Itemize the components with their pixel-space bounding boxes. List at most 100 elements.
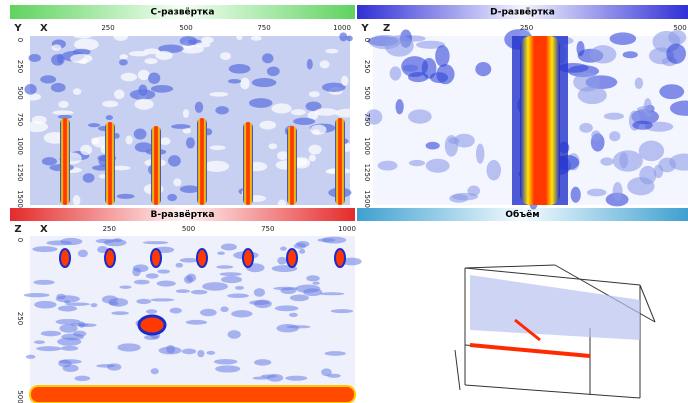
y-tick-label: 750 (16, 113, 24, 126)
texture (58, 101, 68, 108)
x-axis-label: X (40, 23, 48, 34)
texture (217, 251, 225, 254)
texture (260, 121, 277, 130)
texture (63, 364, 79, 372)
texture (74, 39, 99, 51)
texture (133, 264, 149, 272)
texture (60, 238, 82, 245)
back-wall (30, 386, 355, 403)
texture (96, 239, 115, 243)
texture (277, 151, 289, 160)
texture (268, 143, 277, 149)
texture (186, 137, 195, 148)
texture (70, 54, 92, 63)
texture (170, 308, 182, 314)
texture (113, 238, 122, 242)
texture (600, 157, 613, 165)
texture (102, 295, 118, 303)
texture (390, 66, 402, 80)
texture (409, 160, 425, 166)
texture (307, 59, 313, 70)
screen: C-развёрткаX2505007501000Y02505007501000… (0, 0, 688, 403)
texture (130, 89, 156, 100)
texture (102, 101, 118, 108)
texture (609, 131, 620, 141)
texture (320, 292, 345, 295)
y-tick-label: 500 (363, 86, 371, 99)
defect-spot (151, 249, 161, 267)
texture (148, 73, 160, 84)
texture (146, 309, 157, 314)
texture (210, 92, 229, 97)
texture (160, 137, 171, 145)
texture (202, 282, 228, 291)
texture (210, 145, 226, 150)
texture (24, 293, 50, 297)
texture (476, 144, 485, 164)
x-tick-label: 250 (103, 225, 116, 233)
texture (314, 108, 337, 116)
y-tick-label: 0 (363, 38, 371, 42)
texture (56, 294, 65, 300)
y-tick-label: 500 (16, 86, 24, 99)
y-tick-label: 1250 (16, 164, 24, 182)
texture (34, 280, 55, 285)
texture (88, 123, 100, 127)
texture (267, 66, 280, 76)
texture (666, 44, 686, 64)
texture (146, 273, 159, 278)
texture (591, 130, 601, 140)
texture (422, 58, 437, 79)
texture (42, 157, 57, 165)
texture (119, 286, 131, 289)
texture (310, 125, 326, 135)
texture (435, 45, 449, 67)
defect-spot (243, 249, 253, 267)
texture (173, 178, 181, 186)
texture (587, 189, 607, 197)
y-tick-label: 1000 (16, 137, 24, 155)
texture (309, 91, 320, 97)
texture (280, 246, 287, 250)
defect-blob (139, 316, 165, 334)
texture (635, 77, 643, 88)
texture (637, 106, 654, 112)
texture (120, 54, 128, 59)
texture (280, 288, 296, 294)
texture (339, 32, 347, 41)
y-tick-label: 1500 (16, 190, 24, 208)
x-tick-label: 250 (101, 24, 114, 32)
x-tick-label: 500 (673, 24, 686, 32)
texture (408, 109, 432, 123)
texture (229, 64, 251, 74)
defect-streak (243, 122, 253, 205)
y-tick-label: 250 (16, 312, 24, 325)
defect-streak (151, 126, 161, 205)
texture (325, 49, 338, 54)
texture (200, 309, 217, 317)
texture (36, 346, 61, 351)
x-tick-label: 1000 (338, 225, 356, 233)
texture (331, 309, 354, 313)
texture (216, 265, 233, 269)
texture (299, 249, 305, 254)
texture (52, 44, 62, 50)
texture (289, 313, 298, 317)
texture (254, 288, 265, 297)
texture (221, 276, 242, 283)
texture (83, 173, 95, 183)
texture (182, 349, 196, 355)
texture (623, 51, 638, 58)
texture (576, 41, 584, 56)
defect-spot (105, 249, 115, 267)
texture (78, 322, 85, 328)
texture (61, 346, 78, 351)
texture (346, 35, 352, 41)
panel-title: C-развёртка (151, 8, 215, 18)
texture (180, 185, 200, 193)
texture (240, 78, 249, 90)
texture (254, 300, 272, 309)
texture (34, 301, 56, 309)
texture (171, 124, 191, 129)
texture (231, 310, 252, 317)
